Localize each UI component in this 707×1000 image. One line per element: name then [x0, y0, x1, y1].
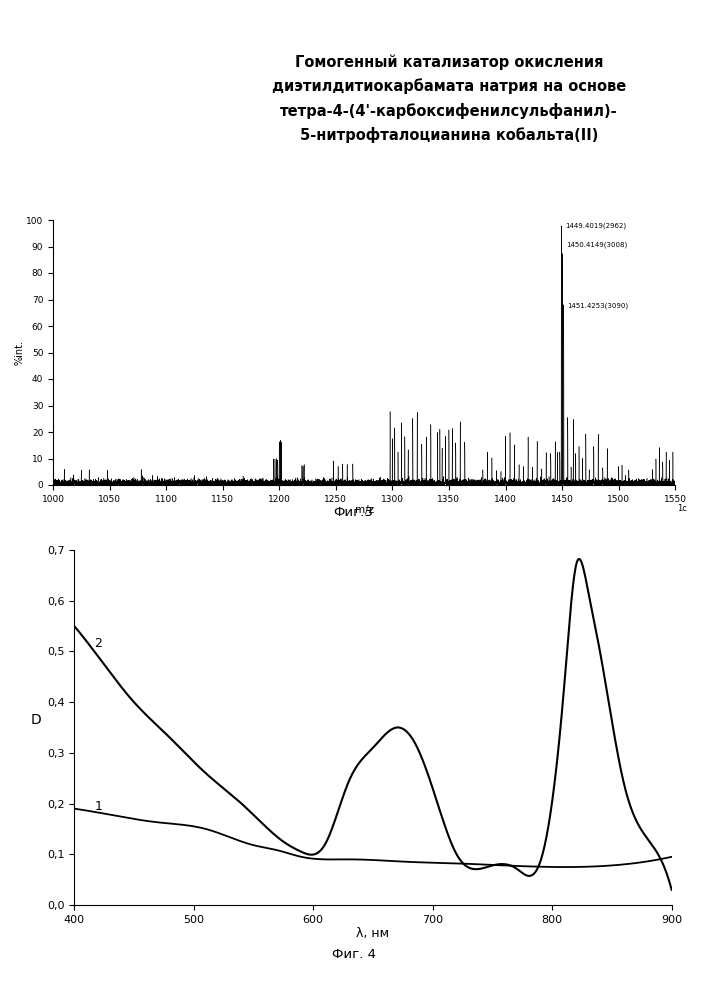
Y-axis label: %int.: %int. — [15, 340, 25, 365]
Text: 2: 2 — [95, 637, 103, 650]
Text: 1450.4149(3008): 1450.4149(3008) — [566, 241, 627, 248]
Y-axis label: D: D — [30, 714, 41, 728]
X-axis label: m/z: m/z — [354, 505, 374, 515]
Text: Гомогенный катализатор окисления
диэтилдитиокарбамата натрия на основе
тетра-4-(: Гомогенный катализатор окисления диэтилд… — [271, 55, 626, 143]
Text: 1449.4019(2962): 1449.4019(2962) — [565, 223, 626, 229]
X-axis label: λ, нм: λ, нм — [356, 928, 390, 940]
Text: 1: 1 — [95, 800, 103, 813]
Text: 1c: 1c — [677, 504, 687, 513]
Text: 1451.4253(3090): 1451.4253(3090) — [567, 302, 628, 309]
Text: Фиг.3: Фиг.3 — [334, 506, 373, 518]
Text: Фиг. 4: Фиг. 4 — [332, 948, 375, 960]
